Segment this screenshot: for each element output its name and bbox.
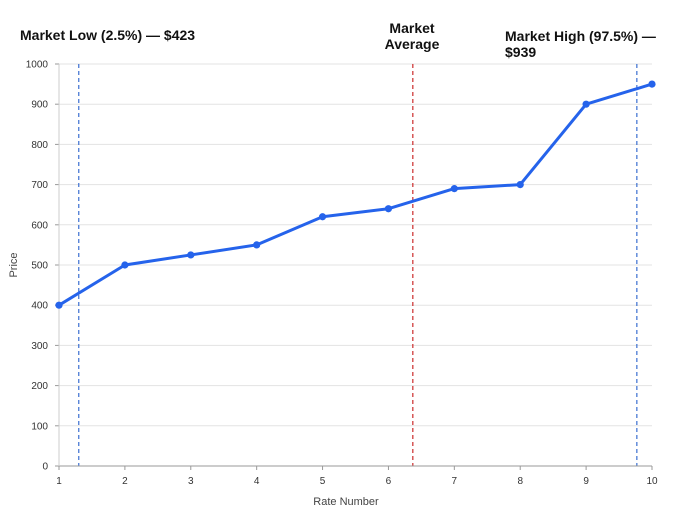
y-tick-label-300: 300 [31, 341, 48, 352]
x-tick-label-4: 4 [254, 476, 260, 487]
data-point-7 [450, 185, 458, 193]
y-tick-label-600: 600 [31, 220, 48, 231]
data-point-9 [582, 100, 590, 108]
y-tick-label-100: 100 [31, 421, 48, 432]
data-point-1 [55, 301, 63, 309]
x-tick-label-5: 5 [320, 476, 326, 487]
x-tick-label-1: 1 [56, 476, 62, 487]
y-tick-label-900: 900 [31, 100, 48, 111]
y-tick-label-200: 200 [31, 381, 48, 392]
gridlines [59, 63, 652, 427]
market-low-annotation: Market Low (2.5%) — $423 [20, 27, 196, 43]
x-tick-label-6: 6 [386, 476, 392, 487]
series-line-1 [57, 82, 654, 307]
reference-lines [78, 64, 638, 466]
market-average-line2: Average [384, 36, 440, 52]
data-point-3 [187, 251, 195, 259]
tick-labels: 0 100 200 300 400 500 600 700 800 900 1000 1 2 3 4 5 6 7 8… [26, 60, 658, 488]
data-point-6 [384, 205, 393, 213]
y-tick-label-400: 400 [31, 301, 48, 312]
x-tick-label-3: 3 [188, 476, 194, 487]
y-tick-label-700: 700 [31, 180, 48, 191]
x-tick-label-9: 9 [583, 476, 589, 487]
market-high-annotation: Market High (97.5%) — $939 [505, 28, 656, 60]
y-tick-label-800: 800 [31, 140, 48, 151]
x-axis-label: Rate Number [313, 496, 379, 508]
data-point-4 [253, 241, 261, 249]
data-point-2 [121, 261, 129, 269]
y-tick-label-500: 500 [31, 261, 48, 272]
market-average-annotation: Market Average [372, 20, 452, 52]
axes [55, 63, 653, 470]
x-tick-label-10: 10 [646, 476, 658, 487]
x-tick-label-7: 7 [452, 476, 458, 487]
x-tick-label-8: 8 [517, 476, 523, 487]
y-tick-label-1000: 1000 [26, 60, 49, 71]
series-group [55, 80, 656, 309]
data-point-8 [516, 181, 524, 189]
data-point-10 [648, 80, 656, 88]
market-average-line1: Market [389, 20, 435, 36]
x-tick-label-2: 2 [122, 476, 128, 487]
data-point-5 [318, 213, 327, 221]
y-tick-label-0: 0 [42, 462, 48, 473]
y-axis-label: Price [8, 252, 20, 277]
